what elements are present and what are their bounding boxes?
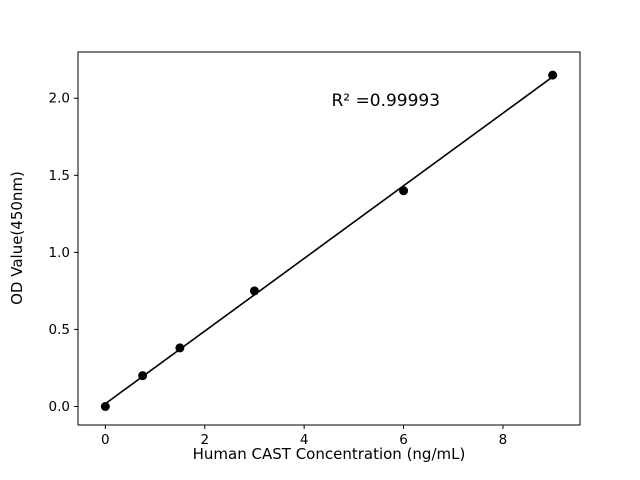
plot-frame bbox=[77, 51, 581, 426]
y-tick-label: 1.5 bbox=[49, 168, 70, 184]
y-tick-label: 2.0 bbox=[49, 91, 70, 107]
data-point bbox=[548, 70, 558, 80]
y-tick-label: 1.0 bbox=[49, 245, 70, 261]
r-squared-annotation: R² =0.99993 bbox=[331, 91, 440, 111]
data-point bbox=[100, 402, 110, 412]
data-point bbox=[175, 343, 185, 353]
y-tick-label: 0.0 bbox=[49, 399, 70, 415]
x-tick-label: 8 bbox=[499, 432, 508, 448]
x-tick-label: 0 bbox=[101, 432, 110, 448]
x-tick-label: 4 bbox=[300, 432, 309, 448]
data-point bbox=[249, 286, 259, 296]
y-tick-label: 0.5 bbox=[49, 322, 70, 338]
plot-content: 0 2 4 6 8 0.0 0.5 1.0 1.5 2.0 bbox=[49, 51, 581, 448]
y-axis-label: OD Value(450nm) bbox=[8, 171, 26, 305]
data-point bbox=[399, 186, 409, 196]
data-point bbox=[138, 371, 148, 381]
fit-line bbox=[104, 76, 554, 405]
x-axis-label: Human CAST Concentration (ng/mL) bbox=[193, 445, 466, 463]
x-tick-label: 2 bbox=[200, 432, 209, 448]
x-tick-label: 6 bbox=[399, 432, 408, 448]
